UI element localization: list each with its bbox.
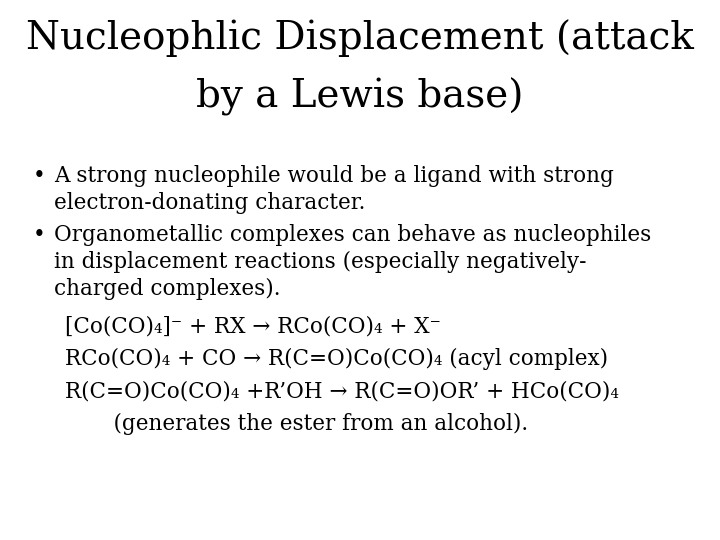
- Text: in displacement reactions (especially negatively-: in displacement reactions (especially ne…: [54, 251, 587, 273]
- Text: A strong nucleophile would be a ligand with strong: A strong nucleophile would be a ligand w…: [54, 165, 614, 187]
- Text: •: •: [32, 165, 45, 187]
- Text: charged complexes).: charged complexes).: [54, 278, 281, 300]
- Text: •: •: [32, 224, 45, 246]
- Text: Nucleophlic Displacement (attack: Nucleophlic Displacement (attack: [26, 19, 694, 57]
- Text: RCo(CO)₄ + CO → R(C=O)Co(CO)₄ (acyl complex): RCo(CO)₄ + CO → R(C=O)Co(CO)₄ (acyl comp…: [65, 348, 608, 370]
- Text: (generates the ester from an alcohol).: (generates the ester from an alcohol).: [86, 413, 528, 435]
- Text: [Co(CO)₄]⁻ + RX → RCo(CO)₄ + X⁻: [Co(CO)₄]⁻ + RX → RCo(CO)₄ + X⁻: [65, 316, 441, 338]
- Text: Organometallic complexes can behave as nucleophiles: Organometallic complexes can behave as n…: [54, 224, 652, 246]
- Text: R(C=O)Co(CO)₄ +R’OH → R(C=O)OR’ + HCo(CO)₄: R(C=O)Co(CO)₄ +R’OH → R(C=O)OR’ + HCo(CO…: [65, 381, 618, 403]
- Text: electron-donating character.: electron-donating character.: [54, 192, 365, 214]
- Text: by a Lewis base): by a Lewis base): [197, 78, 523, 117]
